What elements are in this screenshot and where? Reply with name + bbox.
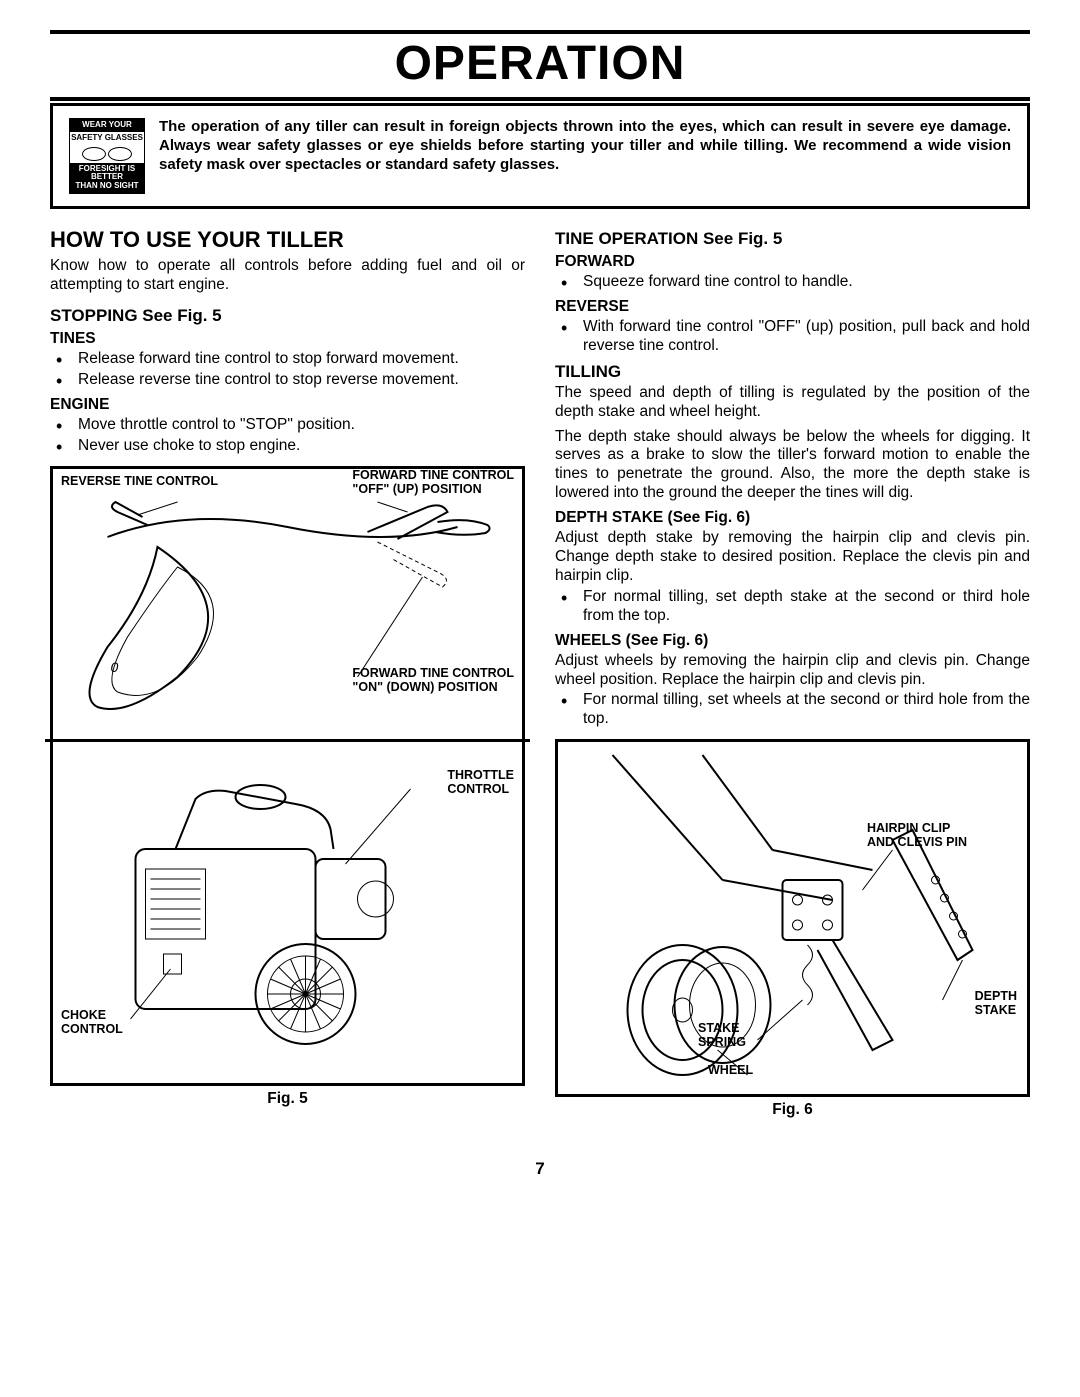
hairpin-label: HAIRPIN CLIP AND CLEVIS PIN <box>867 822 967 850</box>
list-item: Release reverse tine control to stop rev… <box>50 371 525 390</box>
content-columns: HOW TO USE YOUR TILLER Know how to opera… <box>50 227 1030 1119</box>
svg-text:0: 0 <box>111 659 119 675</box>
list-item: For normal tilling, set wheels at the se… <box>555 691 1030 729</box>
engine-diagram <box>61 749 530 1069</box>
list-item: Squeeze forward tine control to handle. <box>555 273 1030 292</box>
fig5-divider <box>45 739 530 742</box>
reverse-tine-label: REVERSE TINE CONTROL <box>61 475 218 489</box>
wheel-label: WHEEL <box>708 1064 753 1078</box>
reverse-list: With forward tine control "OFF" (up) pos… <box>555 318 1030 356</box>
depth-stake-label: DEPTH STAKE <box>975 990 1017 1018</box>
safety-warning-box: WEAR YOUR SAFETY GLASSES FORESIGHT IS BE… <box>50 103 1030 209</box>
forward-list: Squeeze forward tine control to handle. <box>555 273 1030 292</box>
fig5-caption: Fig. 5 <box>50 1090 525 1108</box>
wheels-list: For normal tilling, set wheels at the se… <box>555 691 1030 729</box>
list-item: Move throttle control to "STOP" position… <box>50 416 525 435</box>
page-title: OPERATION <box>50 34 1030 97</box>
wheels-heading: WHEELS (See Fig. 6) <box>555 632 1030 650</box>
depth-stake-diagram <box>566 750 1019 1090</box>
tines-list: Release forward tine control to stop for… <box>50 350 525 390</box>
top-rule: OPERATION <box>50 30 1030 101</box>
stake-spring-label: STAKE SPRING <box>698 1022 746 1050</box>
tilling-p1: The speed and depth of tilling is regula… <box>555 384 1030 422</box>
list-item: With forward tine control "OFF" (up) pos… <box>555 318 1030 356</box>
wheels-text: Adjust wheels by removing the hairpin cl… <box>555 652 1030 690</box>
depth-stake-heading: DEPTH STAKE (See Fig. 6) <box>555 509 1030 527</box>
stopping-heading: STOPPING See Fig. 5 <box>50 306 525 326</box>
tilling-heading: TILLING <box>555 362 1030 382</box>
forward-heading: FORWARD <box>555 253 1030 271</box>
figure-5-box: REVERSE TINE CONTROL FORWARD TINE CONTRO… <box>50 466 525 1086</box>
depth-list: For normal tilling, set depth stake at t… <box>555 588 1030 626</box>
left-column: HOW TO USE YOUR TILLER Know how to opera… <box>50 227 525 1119</box>
safety-glasses-icon: WEAR YOUR SAFETY GLASSES FORESIGHT IS BE… <box>69 118 145 194</box>
reverse-heading: REVERSE <box>555 298 1030 316</box>
fwd-off-label: FORWARD TINE CONTROL "OFF" (UP) POSITION <box>352 469 514 497</box>
page-number: 7 <box>50 1159 1030 1179</box>
engine-heading: ENGINE <box>50 396 525 414</box>
intro-text: Know how to operate all controls before … <box>50 257 525 294</box>
list-item: For normal tilling, set depth stake at t… <box>555 588 1030 626</box>
figure-6-box: HAIRPIN CLIP AND CLEVIS PIN DEPTH STAKE … <box>555 739 1030 1097</box>
tines-heading: TINES <box>50 330 525 348</box>
tine-operation-heading: TINE OPERATION See Fig. 5 <box>555 229 1030 249</box>
list-item: Release forward tine control to stop for… <box>50 350 525 369</box>
tilling-p2: The depth stake should always be below t… <box>555 428 1030 504</box>
safety-warning-text: The operation of any tiller can result i… <box>159 118 1011 174</box>
fwd-on-label: FORWARD TINE CONTROL "ON" (DOWN) POSITIO… <box>352 667 514 695</box>
depth-stake-text: Adjust depth stake by removing the hairp… <box>555 529 1030 586</box>
how-to-use-heading: HOW TO USE YOUR TILLER <box>50 227 525 253</box>
fig6-caption: Fig. 6 <box>555 1101 1030 1119</box>
right-column: TINE OPERATION See Fig. 5 FORWARD Squeez… <box>555 227 1030 1119</box>
engine-list: Move throttle control to "STOP" position… <box>50 416 525 456</box>
list-item: Never use choke to stop engine. <box>50 437 525 456</box>
